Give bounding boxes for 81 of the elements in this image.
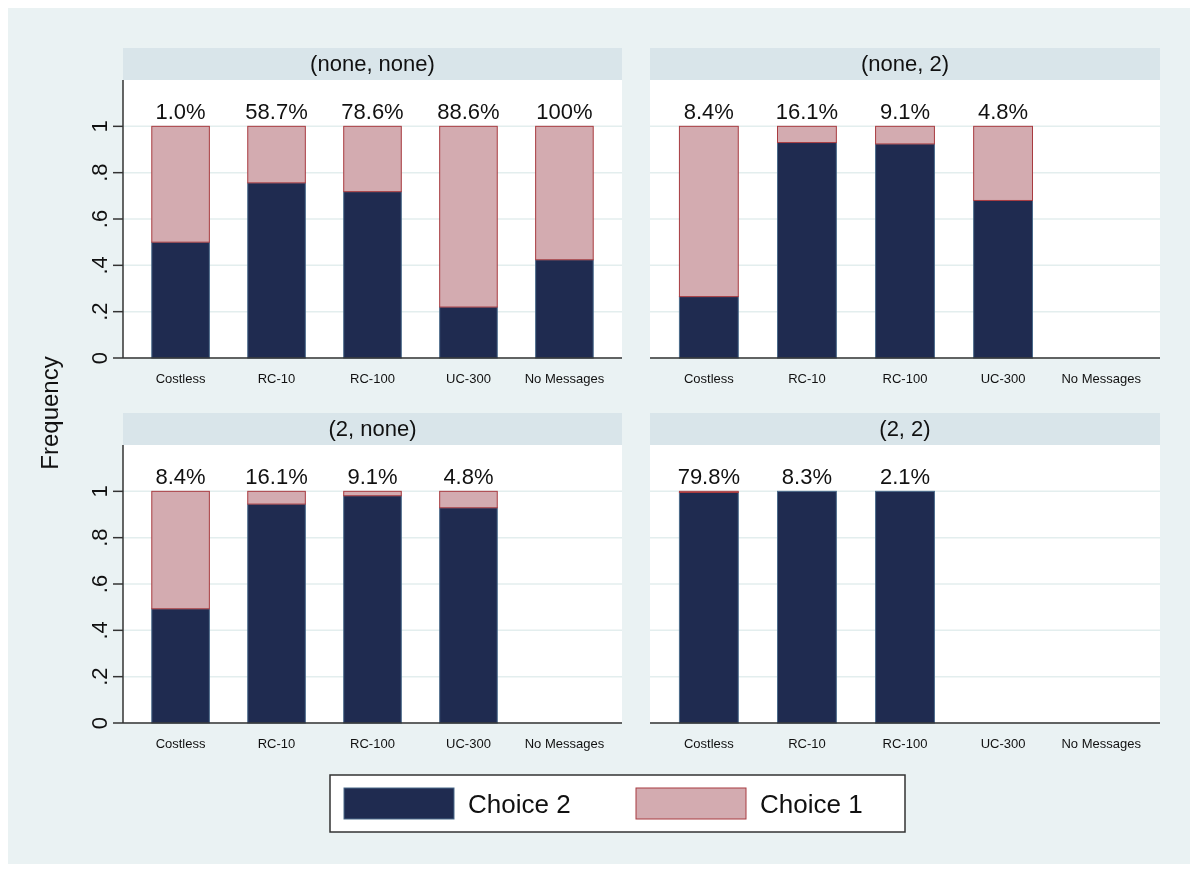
bar (439, 306, 498, 359)
annotation: 58.7% (245, 99, 308, 125)
annotation: 78.6% (341, 99, 404, 125)
x-tick-label: UC-300 (446, 371, 491, 386)
annotation: 8.4% (155, 464, 206, 490)
x-tick-label: RC-100 (350, 371, 395, 386)
y-tick-label: .8 (87, 163, 112, 182)
chart-title: (none, none) (310, 51, 435, 76)
y-tick-label: .2 (87, 302, 112, 321)
x-tick-label: UC-300 (980, 736, 1026, 751)
chart-title: (none, 2) (860, 51, 950, 76)
x-tick-label: RC-10 (788, 371, 826, 386)
bar (973, 199, 1033, 359)
x-tick-label: RC-10 (257, 736, 296, 751)
x-tick-label: RC-10 (257, 371, 296, 386)
annotation: 16.1% (775, 99, 839, 125)
annotation: 100% (536, 99, 593, 125)
x-tick-label: Costless (683, 736, 735, 751)
bar (343, 495, 402, 724)
bar (439, 125, 498, 308)
bar (151, 241, 210, 359)
chart-title: (2, 2) (879, 416, 931, 441)
bar (247, 182, 306, 359)
chart-title: (2, none) (328, 416, 417, 441)
annotation: 1.0% (155, 99, 206, 125)
bar (777, 125, 837, 144)
annotation: 4.8% (443, 464, 494, 490)
y-tick-label: 0 (87, 716, 112, 730)
bar (247, 503, 306, 724)
x-tick-label: Costless (683, 371, 735, 386)
bar (973, 125, 1033, 201)
bar (247, 125, 306, 184)
legend-label: Choice 2 (468, 789, 571, 819)
bar (151, 490, 210, 610)
x-tick-label: RC-100 (350, 736, 395, 751)
x-tick-label: RC-100 (882, 736, 928, 751)
y-tick-label: .6 (87, 209, 112, 229)
annotation: 9.1% (347, 464, 398, 490)
bar (151, 125, 210, 243)
x-tick-label: UC-300 (980, 371, 1026, 386)
y-tick-label: 1 (87, 120, 112, 133)
y-axis-title: Frequency (36, 356, 63, 470)
annotation: 8.4% (683, 99, 734, 125)
y-tick-label: .8 (87, 528, 112, 547)
y-tick-label: .6 (87, 574, 112, 594)
bar (151, 608, 210, 724)
annotation: 16.1% (245, 464, 308, 490)
x-tick-label: UC-300 (446, 736, 491, 751)
y-tick-label: 0 (87, 351, 112, 365)
legend-label: Choice 1 (760, 789, 863, 819)
y-tick-label: .4 (87, 256, 112, 275)
x-tick-label: No Messages (524, 736, 605, 751)
x-tick-label: No Messages (524, 371, 605, 386)
annotation: 8.3% (781, 464, 832, 490)
bar (343, 125, 402, 193)
y-tick-label: 1 (87, 485, 112, 498)
x-tick-label: RC-10 (788, 736, 826, 751)
bar (875, 125, 935, 145)
annotation: 88.6% (437, 99, 500, 125)
bar (777, 142, 837, 359)
bar (535, 125, 594, 261)
bar (678, 125, 739, 298)
x-tick-label: No Messages (1061, 736, 1142, 751)
bar (875, 143, 935, 359)
annotation: 9.1% (879, 99, 931, 125)
bar (343, 191, 402, 359)
bar (247, 490, 306, 505)
bar (535, 259, 594, 359)
bar (678, 296, 739, 359)
annotation: 2.1% (879, 464, 931, 490)
y-tick-label: .4 (87, 621, 112, 640)
x-tick-label: No Messages (1061, 371, 1142, 386)
x-tick-label: RC-100 (882, 371, 928, 386)
y-tick-label: .2 (87, 667, 112, 686)
bar (439, 507, 498, 724)
x-tick-label: Costless (155, 736, 206, 751)
x-tick-label: Costless (155, 371, 206, 386)
bar (439, 490, 498, 509)
annotation: 4.8% (978, 99, 1029, 125)
bar (343, 490, 402, 497)
annotation: 79.8% (677, 464, 741, 490)
